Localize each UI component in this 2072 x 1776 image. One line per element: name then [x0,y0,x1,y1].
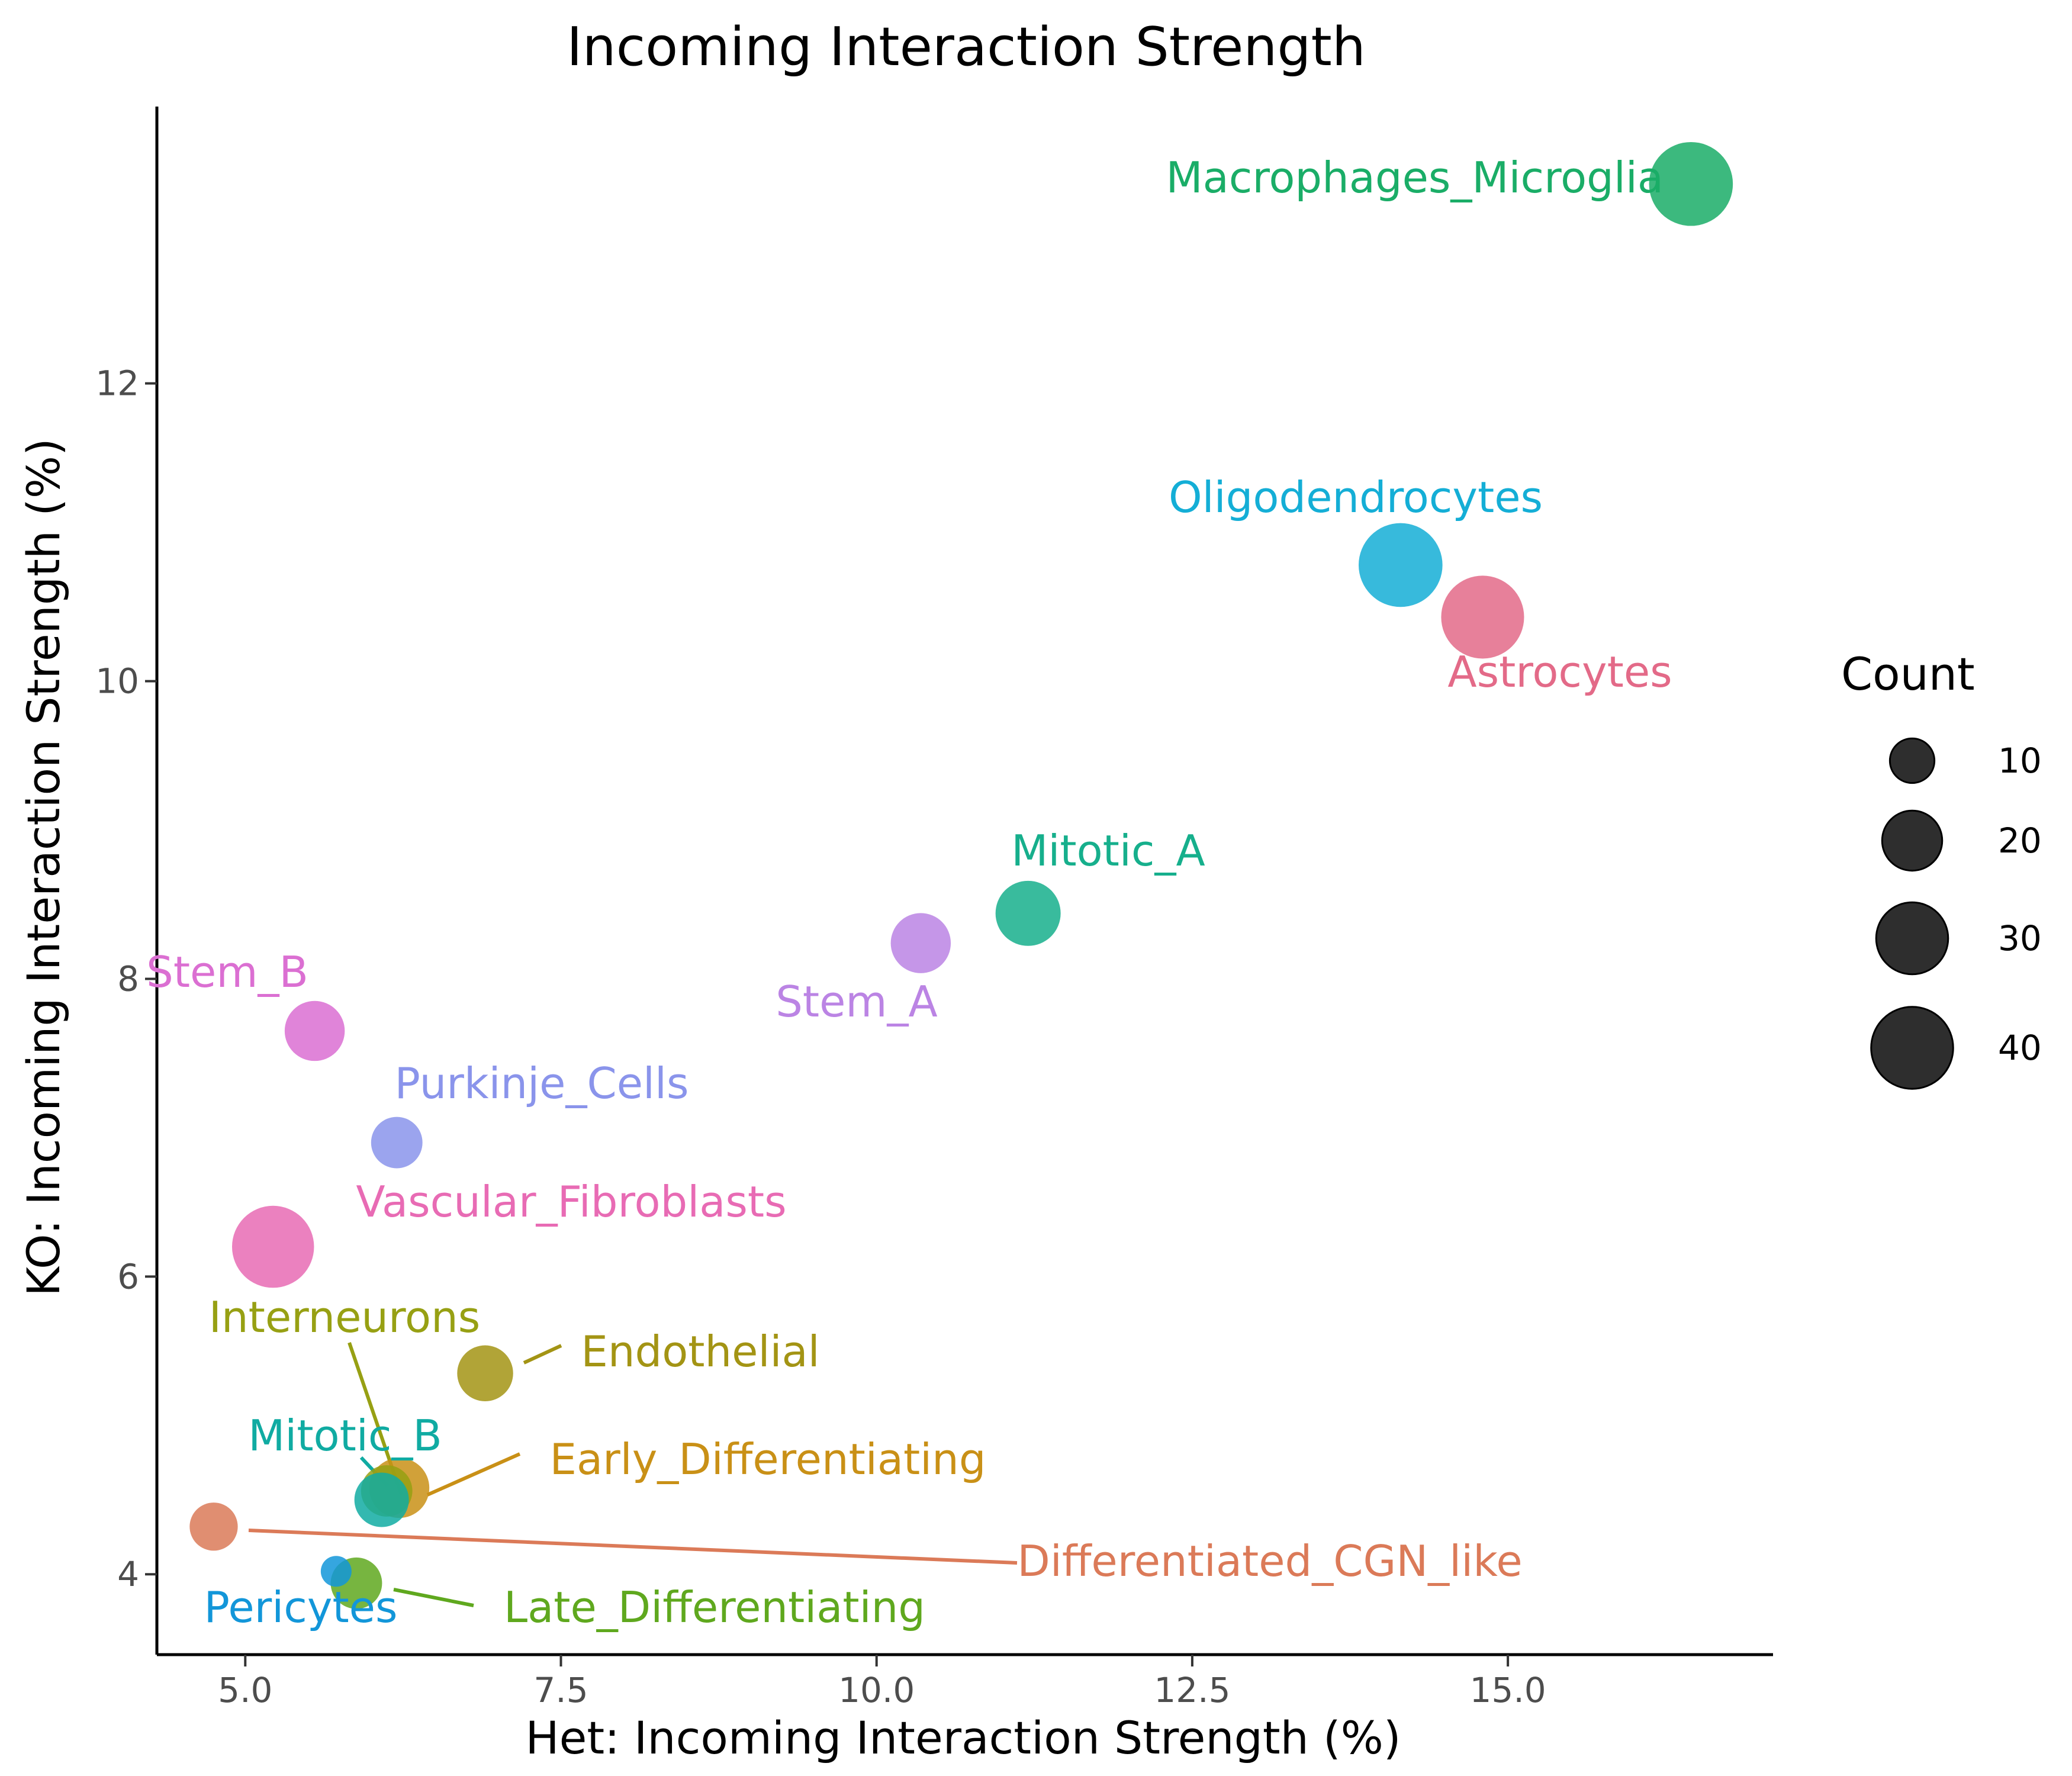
label-mitotic-a: Mitotic_A [1011,826,1205,876]
point-purkinje-cells [371,1117,423,1169]
x-tick-label: 7.5 [533,1670,588,1710]
legend-title: Count [1841,648,1975,700]
legend-key-40 [1870,1006,1954,1090]
y-tick-label: 12 [95,363,139,404]
point-mitotic-a [995,880,1061,946]
point-astrocytes [1441,575,1524,659]
label-macrophages-microglia: Macrophages_Microglia [1166,153,1664,202]
point-stem-b [284,1000,345,1061]
legend-label-20: 20 [1998,821,2042,861]
label-vascular-fibroblasts: Vascular_Fibroblasts [356,1177,786,1227]
legend-key-20 [1881,809,1944,872]
label-differentiated-cgn-like: Differentiated_CGN_like [1017,1536,1522,1586]
x-tick-label: 10.0 [838,1670,915,1710]
point-vascular-fibroblasts [231,1205,314,1288]
point-endothelial [457,1345,513,1402]
y-tick-label: 8 [117,958,139,999]
y-tick-label: 10 [95,661,139,702]
point-pericytes [320,1556,352,1587]
leader-line-endothelial [523,1344,562,1365]
label-late-differentiating: Late_Differentiating [504,1582,925,1632]
point-mitotic-b [354,1472,409,1527]
y-tick-label: 6 [117,1256,139,1296]
point-differentiated-cgn-like [189,1502,238,1551]
legend-key-10 [1888,737,1936,784]
size-legend: Count 10 20 30 40 [1841,648,2042,1090]
leader-line-differentiated-cgn-like [248,1529,1018,1565]
x-tick-label: 5.0 [218,1670,272,1710]
leader-line-late-differentiating [393,1588,474,1607]
label-stem-b: Stem_B [146,947,308,997]
legend-key-30 [1875,901,1949,976]
label-early-differentiating: Early_Differentiating [549,1434,986,1484]
leader-line-early-differentiating [426,1452,521,1497]
y-tick-label: 4 [117,1554,139,1594]
label-endothelial: Endothelial [581,1327,819,1376]
legend-label-10: 10 [1998,741,2042,781]
label-astrocytes: Astrocytes [1447,647,1672,697]
label-purkinje-cells: Purkinje_Cells [394,1058,688,1108]
chart-title: Incoming Interaction Strength [567,16,1366,78]
y-axis-title: KO: Incoming Interaction Strength (%) [17,438,70,1296]
data-points [189,141,1733,1609]
y-axis: 4 6 8 10 12 [95,107,159,1655]
label-interneurons: Interneurons [209,1292,481,1342]
label-stem-a: Stem_A [776,977,938,1027]
label-mitotic-b: Mitotic_B [248,1411,442,1460]
x-tick-label: 15.0 [1470,1670,1546,1710]
legend-label-40: 40 [1998,1028,2042,1068]
x-axis: 5.0 7.5 10.0 12.5 15.0 [157,1653,1773,1710]
x-axis-title: Het: Incoming Interaction Strength (%) [526,1711,1401,1764]
label-pericytes: Pericytes [204,1582,398,1632]
x-tick-label: 12.5 [1154,1670,1230,1710]
point-labels: Macrophages_Microglia Oligodendrocytes Ast… [146,153,1672,1632]
point-macrophages-microglia [1649,141,1733,226]
label-oligodendrocytes: Oligodendrocytes [1169,472,1543,522]
point-oligodendrocytes [1359,523,1443,607]
point-stem-a [890,913,951,973]
legend-label-30: 30 [1998,918,2042,958]
